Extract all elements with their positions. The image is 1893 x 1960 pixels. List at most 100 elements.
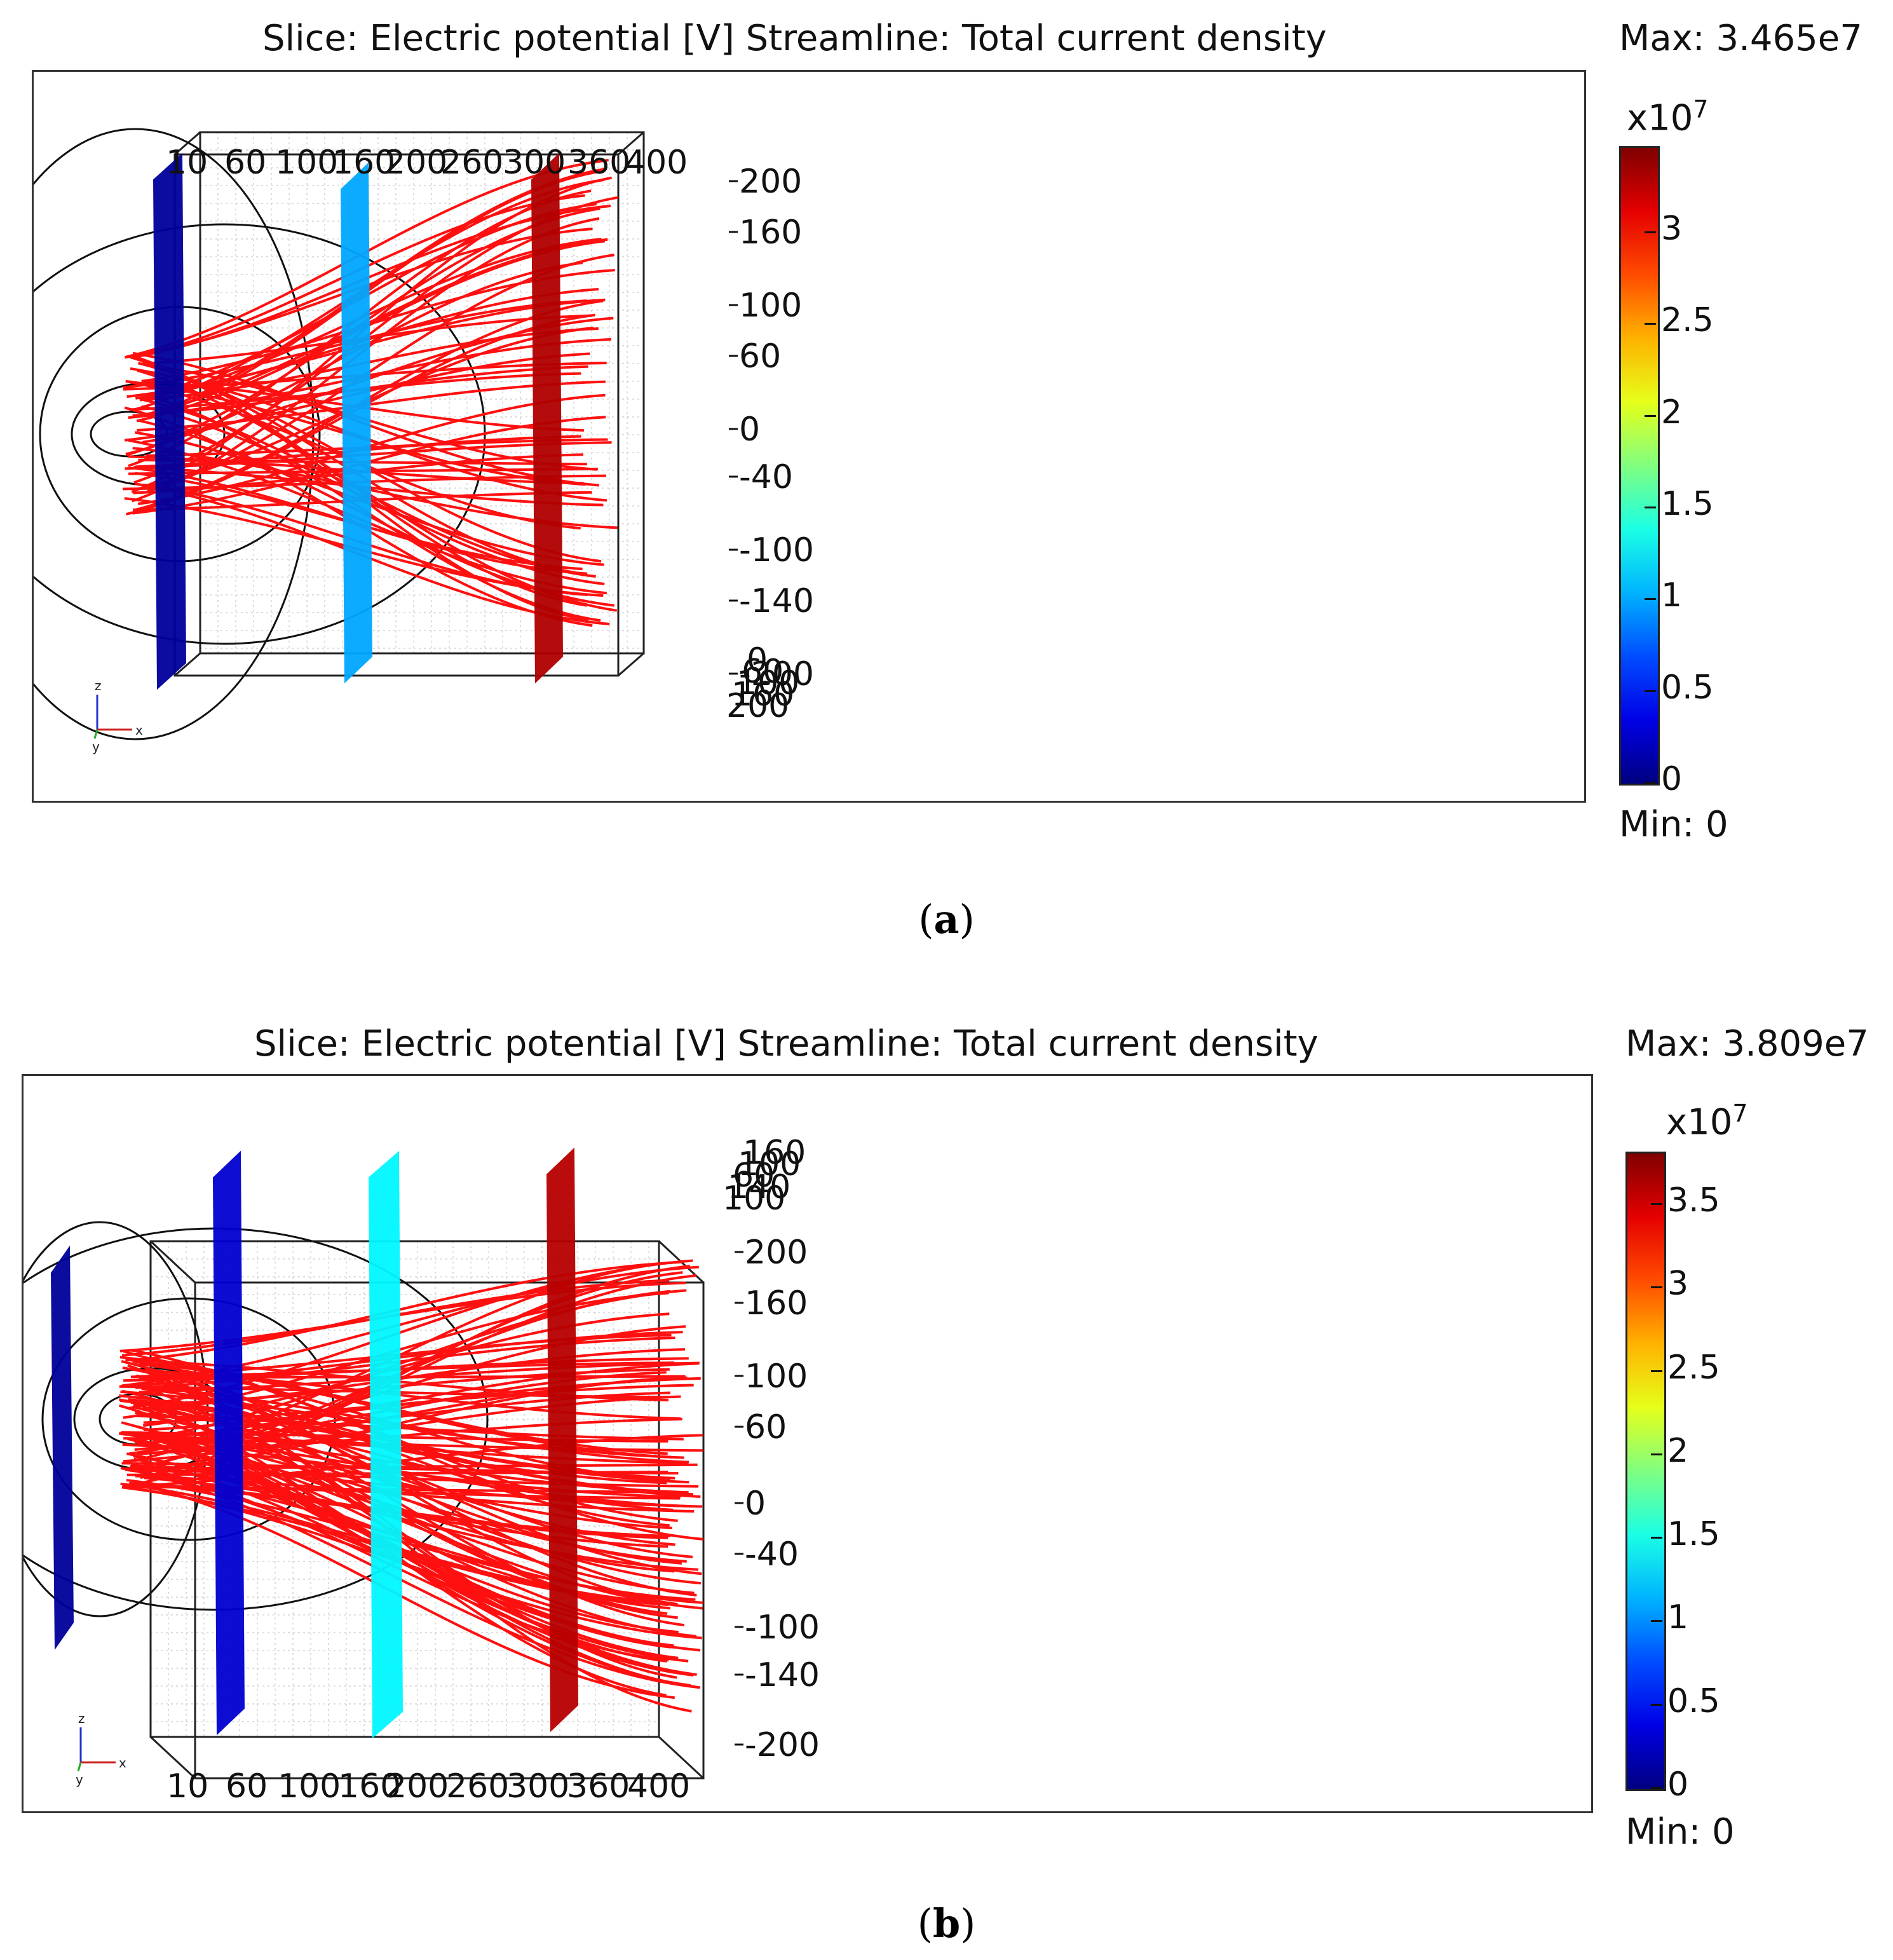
panel-a: Slice: Electric potential [V] Streamline… [0,0,1893,960]
colorbar-tick-mark [1651,1203,1662,1206]
streamline [144,203,597,398]
triad-z-label: z [95,678,102,693]
slice-plane [368,1150,404,1739]
triad-y-axis [93,729,98,739]
x-tick-label: 360 [567,1767,630,1806]
streamline [132,1361,675,1378]
z-tick-label: -200 [739,655,814,693]
z-tick-label: -140 [739,582,814,620]
caption-letter: a [933,896,960,943]
streamline [126,1478,696,1601]
x-tick-label: 160 [338,1767,401,1806]
z-tick-label: 60 [739,337,781,376]
colorbar-tick-label: 3 [1661,210,1683,248]
colorbar-tick-mark [1645,507,1656,509]
box-edge [618,652,644,677]
plot-area: 10 60 100 160 200 260 300 360 400 200 160 100 60 0 -40… [32,70,1586,803]
triad-z-label: z [78,1711,85,1726]
colorbar-tick-mark [1651,1703,1662,1706]
slice-plane [340,162,373,684]
z-tick-label: 0 [739,411,760,449]
colorbar-tick-label: 2 [1667,1431,1689,1470]
box-edge [658,1736,705,1780]
colorbar-tick-mark [1651,1370,1662,1372]
colorbar-tick-label: 1.5 [1661,485,1714,524]
plot-title: Slice: Electric potential [V] Streamline… [254,1023,1319,1065]
colorbar-tick-label: 0.5 [1667,1682,1720,1720]
x-tick-label: 100 [275,144,338,182]
x-tick-label: 300 [506,1767,569,1806]
x-tick-label: 60 [224,144,266,182]
triad-x-label: x [119,1755,126,1771]
contour-line [41,1297,336,1541]
min-label: Min: 0 [1619,804,1728,845]
x-tick-label: 400 [625,144,688,182]
colorbar-scale: x107 [1627,95,1709,139]
depth-tick-label: 60 [733,1157,775,1195]
x-tick-label: 200 [384,144,447,182]
depth-tick-label: 100 [723,1180,785,1218]
depth-tick-label: 140 [728,1168,790,1206]
colorbar-scale: x107 [1666,1099,1748,1143]
slice-plane [50,1245,74,1650]
colorbar-tick-mark [1651,1620,1662,1623]
z-tick-label: 200 [739,163,802,201]
colorbar-tick-mark [1645,690,1656,692]
z-tick-label: 0 [745,1485,766,1523]
x-tick-label: 100 [278,1767,341,1806]
caption-a: (a) [918,896,975,943]
colorbar-tick-label: 2.5 [1667,1348,1720,1387]
slice-plane [546,1147,579,1732]
z-tick-label: -200 [745,1726,820,1764]
box-edge [149,1240,196,1284]
x-tick-label: 400 [627,1767,690,1806]
depth-tick-label: 160 [731,676,794,714]
streamline [119,1281,686,1352]
z-tick-label: -100 [745,1609,820,1647]
streamline [128,1325,686,1455]
colorbar-tick-label: 3 [1667,1265,1689,1303]
colorbar-tick-label: 3.5 [1667,1181,1720,1220]
triad-y-label: y [76,1772,83,1787]
front-face [194,1281,705,1780]
depth-tick-label: 160 [743,1134,806,1172]
x-tick-label: 10 [166,1767,208,1806]
z-tick-label: 160 [739,214,802,252]
colorbar-tick-mark [1645,782,1656,784]
depth-tick-label: 100 [738,1145,801,1183]
colorbar-tick-label: 1.5 [1667,1515,1720,1554]
caption-letter: b [932,1900,961,1947]
colorbar-tick-label: 2 [1661,393,1683,432]
colorbar [1625,1152,1666,1791]
streamline [121,1359,697,1597]
colorbar-tick-mark [1651,1286,1662,1289]
colorbar-tick-mark [1651,1453,1662,1455]
x-tick-label: 360 [567,144,630,182]
max-label: Max: 3.809e7 [1625,1023,1869,1065]
z-tick-label: 160 [745,1284,808,1323]
x-tick-label: 300 [503,144,566,182]
x-tick-label: 10 [166,144,208,182]
colorbar [1619,146,1660,786]
z-tick-label: -40 [745,1535,799,1574]
x-tick-label: 200 [386,1767,449,1806]
box-edge [174,652,201,677]
min-label: Min: 0 [1625,1811,1735,1853]
slice-plane [531,153,564,684]
axis-triad: z x y [76,1711,126,1787]
x-tick-label: 260 [446,1767,509,1806]
x-tick-label: 60 [226,1767,268,1806]
streamline [128,1398,694,1496]
plot-title: Slice: Electric potential [V] Streamline… [262,18,1327,59]
axis-triad: z x y [92,678,143,754]
streamline [146,364,597,471]
z-tick-label: -140 [745,1656,820,1694]
colorbar-tick-label: 0 [1661,760,1683,798]
colorbar-tick-label: 1 [1661,576,1683,615]
depth-tick-label: 100 [736,664,799,702]
plot-area: 10 60 100 160 200 260 300 360 400 200 160 100 60 0 -40… [22,1074,1593,1813]
streamline [125,1463,698,1470]
